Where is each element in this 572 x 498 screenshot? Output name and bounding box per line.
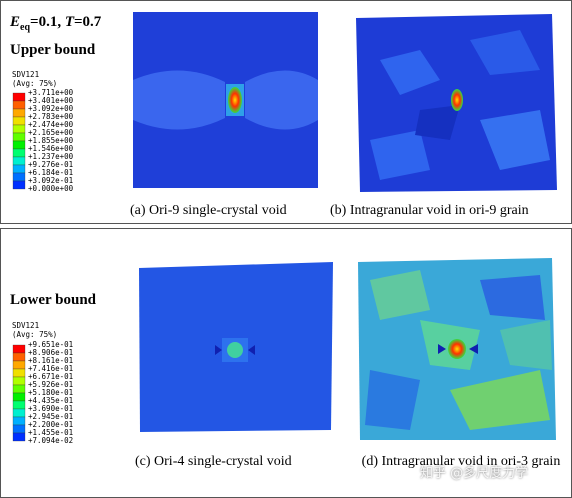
legend-bar-bottom (12, 344, 26, 442)
legend-swatch (12, 392, 26, 402)
legend-label: +3.690e-01 (28, 404, 74, 413)
legend-label: +2.783e+00 (28, 112, 74, 121)
legend-label: +3.401e+00 (28, 96, 74, 105)
legend-label: +1.237e+00 (28, 152, 74, 161)
legend-label: +3.092e+00 (28, 104, 74, 113)
legend-label: +9.651e-01 (28, 340, 74, 349)
legend-label: +3.092e-01 (28, 176, 74, 185)
condition-title: Eeq=0.1, T=0.7 (10, 14, 102, 33)
legend-swatch (12, 400, 26, 410)
legend-label: +1.546e+00 (28, 144, 74, 153)
legend-label: +1.455e-01 (28, 428, 74, 437)
legend-bar-top (12, 92, 26, 190)
legend-name: SDV121 (12, 321, 40, 330)
legend-swatch (12, 368, 26, 378)
legend-swatch (12, 432, 26, 442)
legend-label: +0.000e+00 (28, 184, 74, 193)
legend-swatch (12, 132, 26, 142)
legend-swatch (12, 352, 26, 362)
legend-label: +8.906e-01 (28, 348, 74, 357)
legend-swatch (12, 148, 26, 158)
legend-name: SDV121 (12, 70, 40, 79)
legend-swatch (12, 108, 26, 118)
legend-avg: (Avg: 75%) (12, 330, 58, 339)
legend-label: +7.094e-02 (28, 436, 74, 445)
legend-label: +6.671e-01 (28, 372, 74, 381)
legend-label: +5.180e-01 (28, 388, 74, 397)
legend-avg: (Avg: 75%) (12, 79, 58, 88)
legend-swatch (12, 416, 26, 426)
legend-label: +1.855e+00 (28, 136, 74, 145)
legend-swatch (12, 172, 26, 182)
watermark: 知乎 @多尺度力学 (420, 466, 529, 481)
plot-b (356, 14, 557, 192)
bound-label: Lower bound (10, 292, 97, 308)
legend-label: +4.435e-01 (28, 396, 74, 405)
legend-swatch (12, 116, 26, 126)
legend-swatch (12, 100, 26, 110)
legend-label: +7.416e-01 (28, 364, 74, 373)
legend-swatch (12, 360, 26, 370)
legend-swatch (12, 180, 26, 190)
legend-label: +2.474e+00 (28, 120, 74, 129)
legend-swatch (12, 424, 26, 434)
caption: (b) Intragranular void in ori-9 grain (330, 203, 529, 218)
plot-c (139, 262, 333, 432)
legend-label: +8.161e-01 (28, 356, 74, 365)
legend-swatch (12, 376, 26, 386)
plot-a (133, 12, 318, 188)
legend-label: +2.200e-01 (28, 420, 74, 429)
legend-swatch (12, 124, 26, 134)
bound-label: Upper bound (10, 42, 96, 58)
legend-label: +6.184e-01 (28, 168, 74, 177)
plot-d (358, 258, 556, 440)
legend-label: +9.276e-01 (28, 160, 74, 169)
legend-label: +2.165e+00 (28, 128, 74, 137)
legend-swatch (12, 384, 26, 394)
legend-swatch (12, 92, 26, 102)
caption: (a) Ori-9 single-crystal void (130, 203, 287, 218)
legend-swatch (12, 344, 26, 354)
legend-swatch (12, 408, 26, 418)
caption: (d) Intragranular void in ori-3 grain (361, 454, 561, 469)
legend-swatch (12, 140, 26, 150)
legend-label: +2.945e-01 (28, 412, 74, 421)
legend-swatch (12, 164, 26, 174)
legend-swatch (12, 156, 26, 166)
legend-label: +5.926e-01 (28, 380, 74, 389)
legend-label: +3.711e+00 (28, 88, 74, 97)
caption: (c) Ori-4 single-crystal void (135, 454, 292, 469)
